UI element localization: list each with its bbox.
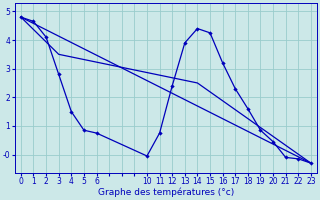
X-axis label: Graphe des températures (°c): Graphe des températures (°c) [98,188,234,197]
